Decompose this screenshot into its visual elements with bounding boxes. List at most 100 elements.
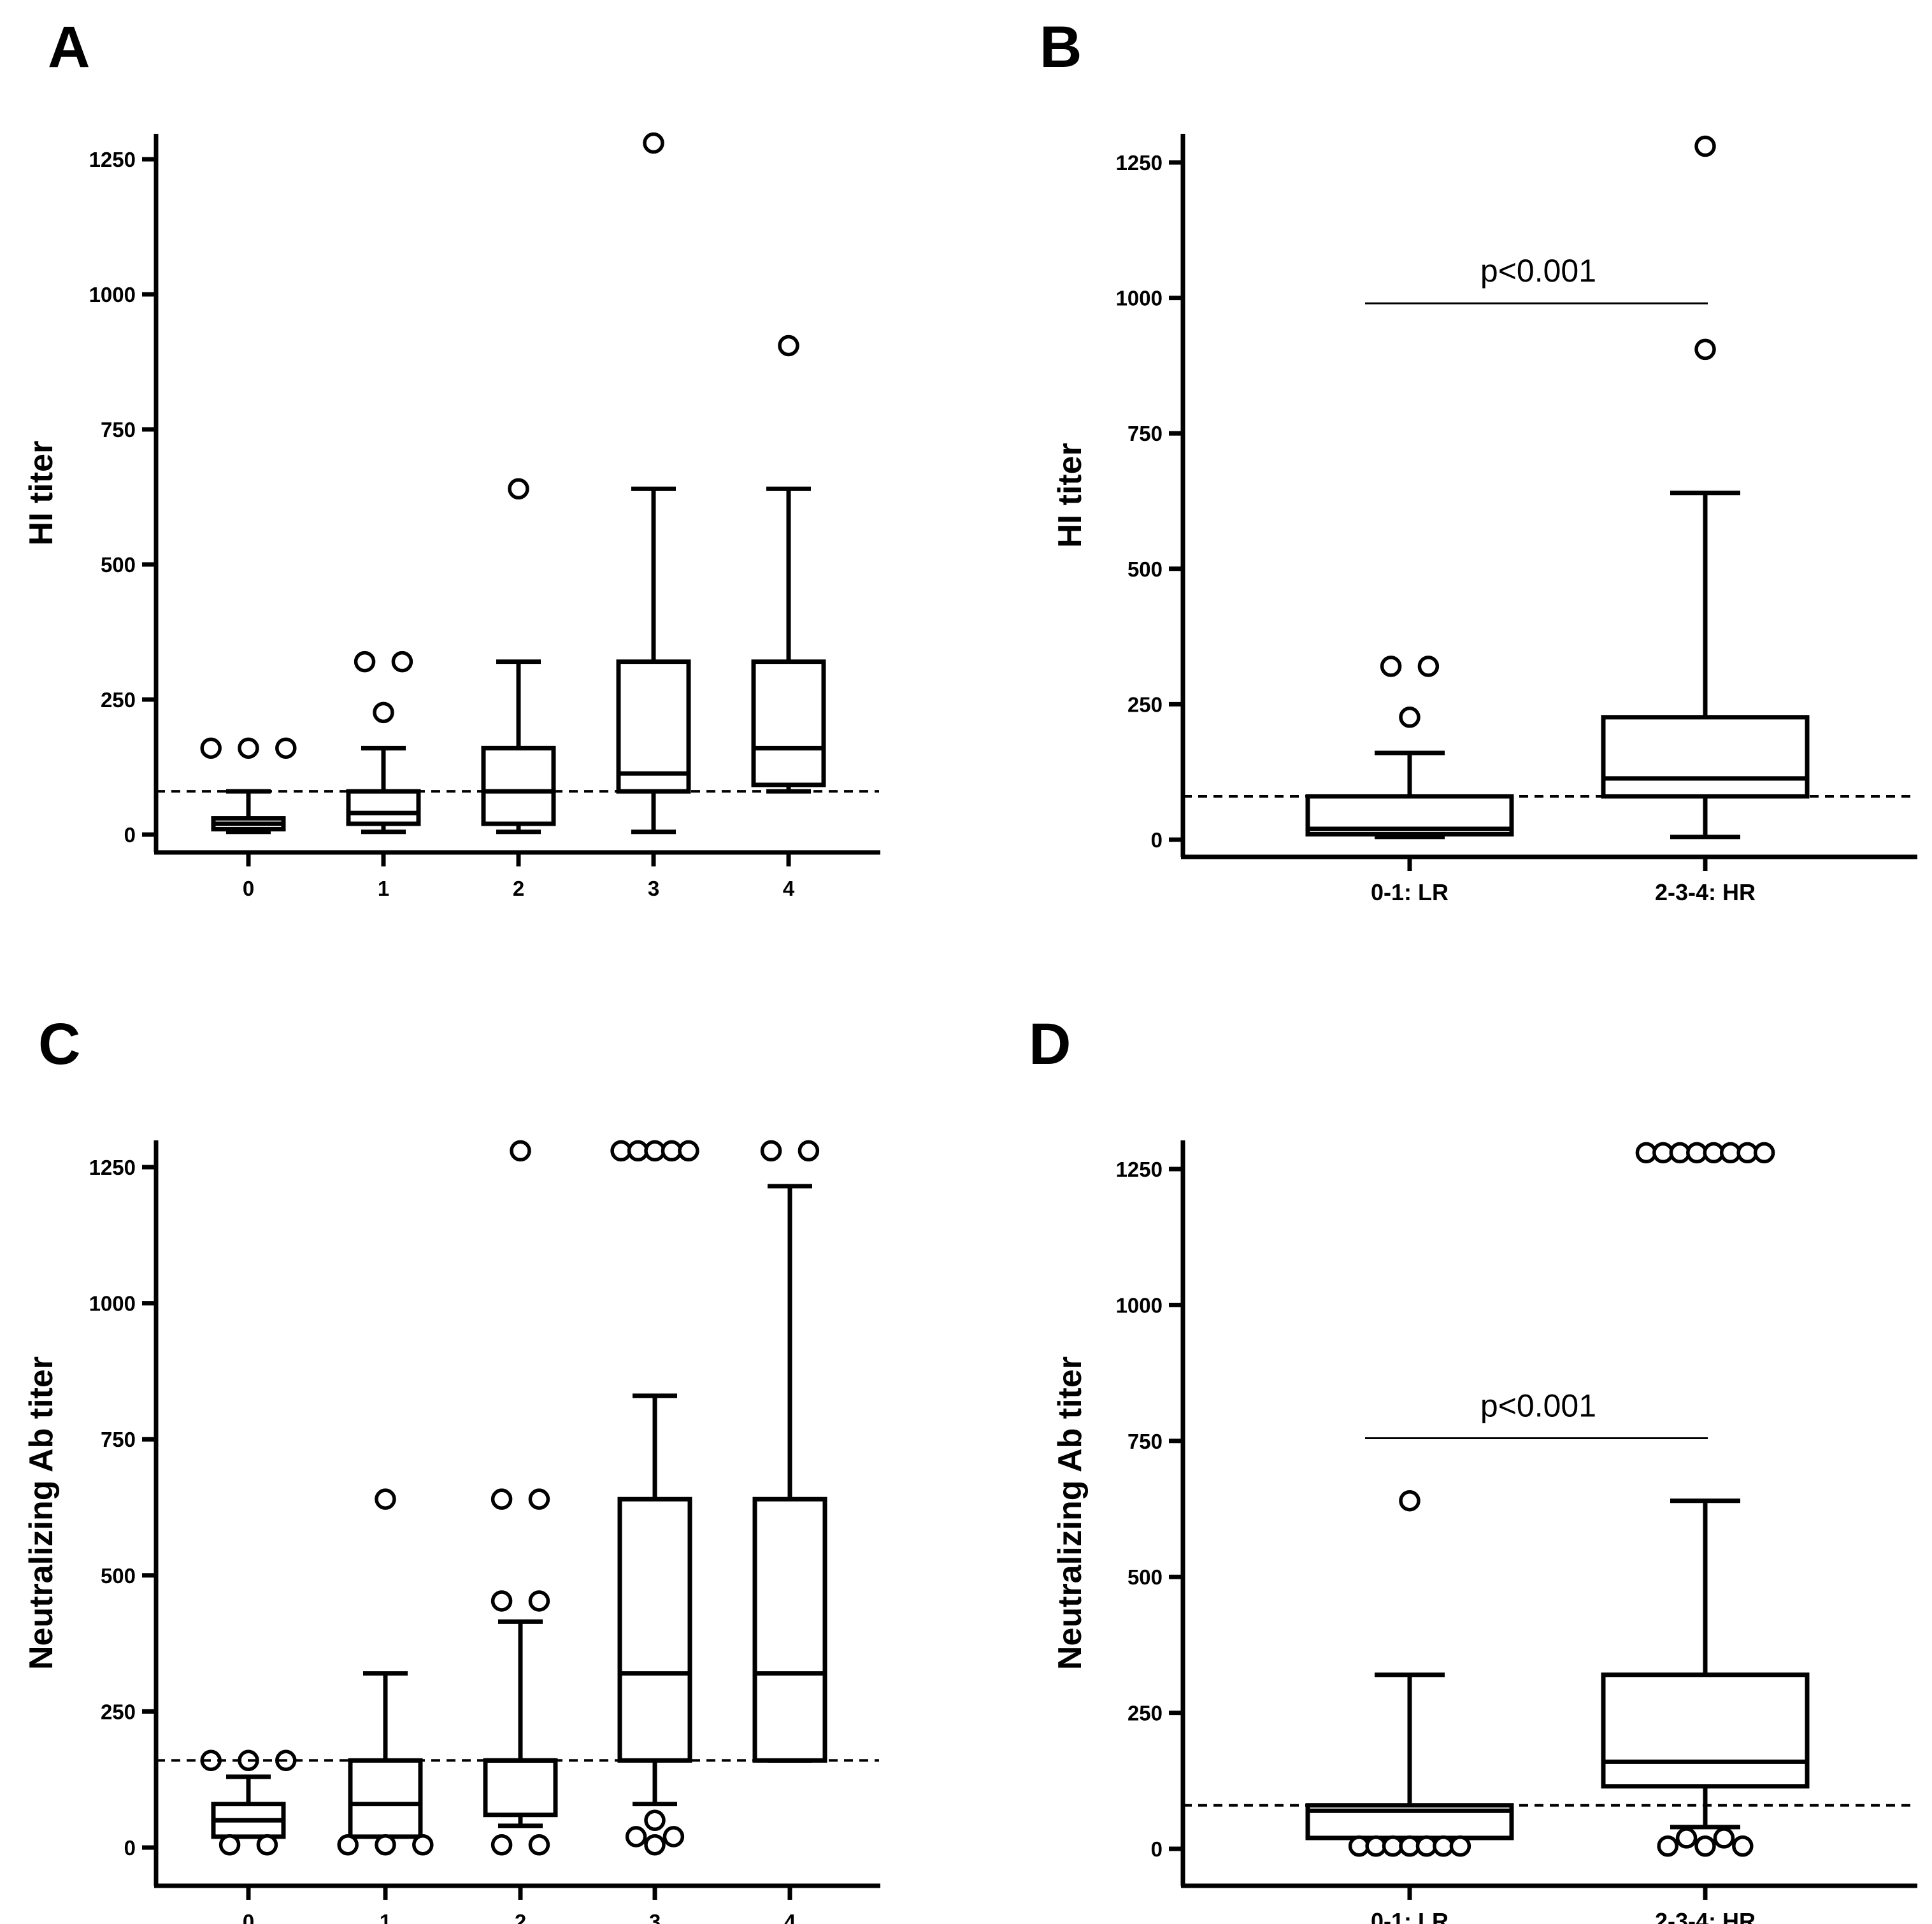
panel-letter: A [48,15,90,80]
outlier-point [644,1834,666,1856]
box-2-3-4: HR [1601,135,1810,840]
outlier-point [354,650,376,673]
box-3 [610,1140,699,1856]
box-iqr [1601,1672,1810,1789]
outlier-point [510,1140,531,1162]
y-tick-label: 1000 [89,1292,136,1316]
box-0 [200,737,297,835]
outlier-point [1399,1490,1420,1512]
y-tick-label: 250 [101,688,136,712]
outlier-point [798,1140,820,1162]
outlier-point [1417,656,1440,677]
y-tick-label: 1250 [1116,151,1163,175]
box-2-3-4: HR [1601,1142,1810,1857]
x-tick-label: 2-3-4: HR [1655,1908,1756,1924]
y-tick-label: 1250 [89,1156,136,1179]
panel-B: B 0 250 500 750 1000 1250 HI titer 0-1: LR 2-3-4:… [1040,15,1917,905]
outlier-point [778,334,799,357]
x-tick-label: 0-1: LR [1371,879,1449,905]
outlier-point [1694,135,1716,157]
box-0-1: LR [1305,1490,1514,1857]
box-iqr [481,745,556,826]
box-iqr [1601,715,1810,799]
box-iqr [346,789,421,826]
box-0-1: LR [1305,656,1514,840]
box-0 [200,1749,297,1856]
y-tick-label: 1000 [1116,1293,1163,1317]
outlier-point [528,1590,550,1612]
y-tick-label: 750 [1127,422,1163,445]
x-tick-label: 0 [243,877,254,900]
outlier-point [337,1834,359,1856]
box-3 [616,132,691,835]
y-tick-label: 500 [101,1564,136,1588]
x-tick-label: 2-3-4: HR [1655,879,1756,905]
box-1 [346,650,421,835]
outlier-point [375,1834,396,1856]
x-tick-label: 3 [648,877,659,900]
outlier-point [1694,1835,1716,1857]
box-iqr [483,1758,558,1818]
p-value-label: p<0.001 [1480,253,1596,289]
y-tick-label: 500 [1127,1565,1163,1589]
x-tick-label: 4 [783,877,795,900]
y-tick-label: 500 [101,553,136,577]
x-tick-label: 0 [243,1910,254,1924]
y-tick-label: 1250 [1116,1158,1163,1181]
y-axis-label: HI titer [1052,443,1089,548]
outlier-point [490,1834,513,1856]
box-4 [752,1140,827,1763]
outlier-point [200,737,222,759]
y-tick-label: 0 [124,823,136,847]
outlier-point [1449,1835,1471,1857]
outlier-point [508,478,529,500]
outlier-point [391,650,413,673]
outlier-point [218,1834,241,1856]
outlier-point [1694,338,1716,361]
y-tick-label: 750 [101,418,136,442]
outlier-point [1753,1142,1775,1164]
outlier-point [625,1826,647,1848]
outlier-point [1675,1827,1698,1849]
y-tick-label: 1000 [89,283,136,306]
x-tick-label: 4 [784,1910,796,1924]
outlier-point [275,737,297,759]
box-4 [751,334,826,794]
box-iqr [752,1497,827,1763]
outlier-point [678,1140,699,1162]
outlier-point [490,1590,513,1612]
outlier-point [1399,707,1420,728]
panel-letter: C [38,1012,80,1077]
panel-letter: B [1040,15,1082,80]
y-tick-label: 0 [1151,828,1163,852]
x-tick-label: 1 [378,877,389,900]
x-tick-label: 2 [515,1910,526,1924]
y-tick-label: 750 [1127,1430,1163,1453]
box-iqr [617,1497,692,1763]
x-tick-label: 3 [649,1910,661,1924]
y-tick-label: 250 [1127,693,1163,716]
panel-D: D 0 250 500 750 1000 1250 Neutralizing Ab titer… [1029,1012,1917,1924]
panel-A: A 0 250 500 750 1000 1250 HI titer 0 1 2 3 4 [23,15,880,900]
box-iqr [348,1758,423,1839]
box-iqr [751,659,826,787]
outlier-point [238,737,259,759]
outlier-point [375,1488,396,1510]
y-axis-label: HI titer [23,441,60,546]
y-tick-label: 250 [101,1700,136,1723]
outlier-point [760,1140,782,1162]
outlier-point [528,1834,550,1856]
panel-letter: D [1029,1012,1071,1077]
y-tick-label: 250 [1127,1702,1163,1725]
outlier-point [373,701,394,724]
y-tick-label: 750 [101,1428,136,1451]
outlier-point [643,132,664,154]
outlier-point [1732,1835,1754,1857]
x-tick-label: 2 [513,877,524,900]
outlier-point [490,1488,513,1510]
outlier-point [1380,656,1402,677]
outlier-point [256,1834,278,1856]
p-value-label: p<0.001 [1480,1388,1596,1424]
box-2 [483,1140,558,1856]
